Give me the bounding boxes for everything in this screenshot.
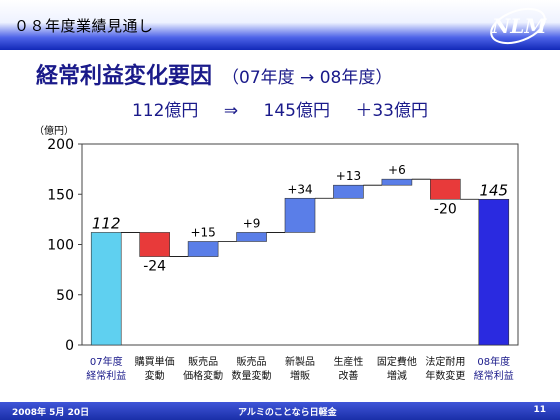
data-label: +13	[336, 169, 361, 183]
category-label: 増減	[387, 369, 407, 382]
category-label: 年数変更	[425, 369, 465, 382]
summary-arrow: ⇒	[223, 101, 239, 121]
category-label: 新製品	[285, 355, 315, 368]
y-tick-label: 150	[47, 187, 74, 203]
category-label: 経常利益	[86, 369, 126, 382]
data-label: 112	[92, 214, 121, 232]
page-number: 11	[533, 405, 546, 415]
bar-3	[187, 241, 219, 257]
summary-start: 112億円	[131, 101, 199, 121]
slide-subtitle: （07年度 → 08年度）	[222, 68, 393, 88]
category-label: 購買単価	[135, 355, 175, 368]
summary-diff: ＋33億円	[355, 101, 428, 121]
data-label: +15	[190, 225, 215, 239]
category-label: 生産性	[333, 355, 363, 368]
y-tick-label: 200	[47, 137, 74, 153]
category-label: 販売品	[188, 355, 218, 368]
data-label: +9	[243, 216, 261, 230]
data-label: 145	[479, 181, 508, 199]
bar-7	[381, 178, 413, 186]
category-label: 法定耐用	[425, 355, 465, 368]
slide-title-text: 経常利益変化要因	[36, 64, 213, 89]
footer-company: アルミのことなら日軽金	[238, 408, 337, 418]
y-tick-label: 100	[47, 238, 74, 254]
bar-2	[139, 232, 170, 257]
bar-8	[430, 178, 461, 200]
category-label: 固定費他	[377, 355, 417, 368]
category-label: 数量変動	[232, 369, 272, 382]
category-label: 販売品	[237, 355, 267, 368]
y-tick-label: 0	[65, 338, 74, 354]
footer-date: 2008年 5月 20日	[12, 408, 90, 418]
y-axis-label: （億円）	[34, 124, 74, 137]
data-label: +34	[287, 182, 312, 196]
footer-bar: 2008年 5月 20日 アルミのことなら日軽金 11	[0, 402, 560, 420]
data-label: -24	[143, 259, 166, 275]
slide-title: 経常利益変化要因 （07年度 → 08年度）	[36, 58, 392, 90]
header-title: ０８年度業績見通し	[14, 17, 154, 35]
summary-end: 145億円	[263, 101, 330, 121]
category-label: 07年度	[90, 355, 123, 368]
header-bar: ０８年度業績見通し NLM	[0, 0, 560, 50]
data-label: -20	[434, 201, 457, 217]
logo-text: NLM	[491, 14, 547, 38]
bar-5	[284, 197, 316, 233]
bar-4	[236, 232, 267, 242]
bar-9	[478, 198, 510, 346]
category-label: 経常利益	[474, 369, 514, 382]
y-tick-label: 50	[56, 288, 74, 304]
category-label: 価格変動	[183, 369, 223, 382]
category-label: 増販	[290, 369, 310, 382]
category-label: 変動	[145, 369, 165, 382]
summary-line: 112億円 ⇒ 145億円 ＋33億円	[0, 96, 560, 121]
category-label: 08年度	[477, 355, 510, 368]
data-label: +6	[388, 163, 406, 177]
bar-1	[90, 232, 122, 346]
nlm-logo: NLM	[490, 7, 547, 45]
category-label: 改善	[338, 369, 358, 382]
bar-6	[333, 184, 364, 199]
